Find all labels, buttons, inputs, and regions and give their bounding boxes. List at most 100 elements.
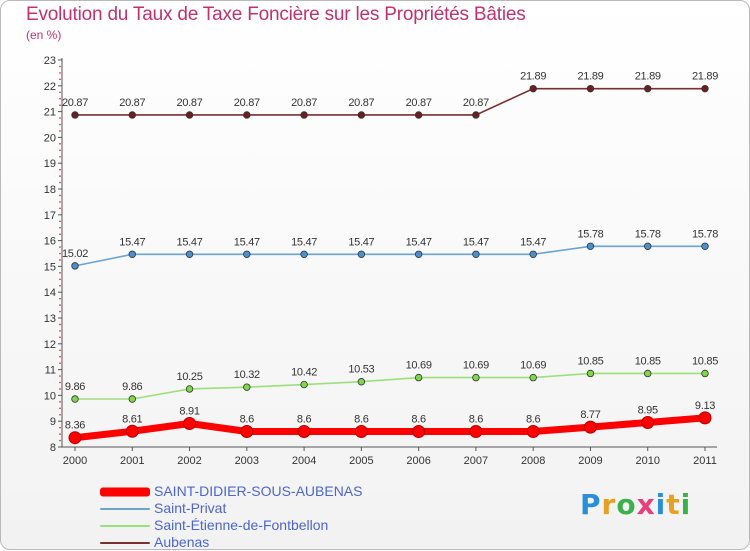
data-label-saint-privat: 15.47 [348,236,374,248]
logo-letter: P [580,488,602,521]
data-point-saint-etienne-de-fontbellon [529,373,537,382]
y-minor-tick [59,175,61,177]
logo-letter: x [636,488,656,521]
y-tick-label: 21 [44,107,56,119]
y-minor-tick [59,97,61,100]
y-minor-tick [59,78,61,81]
y-minor-tick [59,91,61,94]
data-label-saint-didier-sous-aubenas: 8.61 [122,413,142,425]
x-tick-label: 2009 [578,455,602,467]
data-label-aubenas: 20.87 [177,97,203,109]
data-point-saint-privat [300,250,308,258]
y-minor-tick [59,362,61,364]
data-point-aubenas [586,84,595,93]
y-tick-label: 20 [44,132,56,144]
y-tick-label: 23 [44,55,56,67]
y-tick-label: 9 [50,416,56,428]
data-point-aubenas [701,84,709,93]
data-label-saint-etienne-de-fontbellon: 10.32 [234,369,260,381]
data-label-saint-etienne-de-fontbellon: 10.42 [291,367,317,379]
data-point-aubenas [185,111,194,119]
y-tick-label: 18 [44,184,56,196]
y-minor-tick [59,246,61,248]
data-label-saint-privat: 15.78 [635,228,661,240]
data-point-saint-privat [529,250,537,258]
data-point-aubenas [357,111,366,119]
data-point-saint-etienne-de-fontbellon [357,378,366,386]
data-point-aubenas [414,111,423,119]
data-label-saint-etienne-de-fontbellon: 10.53 [348,364,374,376]
y-minor-tick [59,117,61,119]
data-label-aubenas: 21.89 [635,71,661,83]
data-label-saint-etienne-de-fontbellon: 10.85 [635,355,661,367]
x-tick-label: 2007 [464,455,488,467]
y-minor-tick [59,426,61,429]
legend-swatch [100,524,150,527]
data-point-saint-didier-sous-aubenas [583,420,597,434]
y-minor-tick [59,355,61,358]
data-point-saint-didier-sous-aubenas [240,425,254,439]
data-point-aubenas [472,111,480,119]
legend-swatch [100,507,150,510]
data-point-saint-didier-sous-aubenas [125,424,139,438]
data-point-saint-etienne-de-fontbellon [243,383,251,391]
y-tick-label: 22 [44,81,56,93]
data-point-saint-etienne-de-fontbellon [701,369,709,378]
data-label-saint-didier-sous-aubenas: 8.6 [411,414,426,426]
logo-letter: i [680,488,692,521]
series-line-saint-privat [74,245,705,267]
y-minor-tick [59,375,61,377]
data-label-saint-privat: 15.47 [406,236,432,248]
logo-letter: r [601,488,617,521]
x-tick-label: 2002 [177,455,201,467]
y-minor-tick [59,439,61,442]
y-minor-tick [59,65,61,68]
data-point-saint-etienne-de-fontbellon [185,385,194,393]
y-minor-tick [59,336,61,339]
x-tick-label: 2005 [349,455,373,467]
data-label-saint-didier-sous-aubenas: 8.6 [526,414,541,426]
data-point-saint-didier-sous-aubenas [469,425,483,439]
y-minor-tick [59,201,61,203]
data-point-saint-etienne-de-fontbellon [414,373,423,382]
data-label-saint-etienne-de-fontbellon: 9.86 [122,381,142,393]
data-label-saint-privat: 15.47 [520,236,546,248]
data-label-saint-privat: 15.78 [577,228,603,240]
y-minor-tick [59,155,61,158]
data-point-aubenas [243,111,251,119]
data-label-saint-didier-sous-aubenas: 9.13 [695,400,715,412]
data-label-saint-etienne-de-fontbellon: 9.86 [65,381,85,393]
data-label-saint-didier-sous-aubenas: 8.95 [638,404,658,416]
x-tick-label: 2011 [693,455,717,467]
y-tick-label: 8 [50,442,56,454]
data-point-saint-privat [586,242,595,250]
data-point-saint-didier-sous-aubenas [526,425,540,439]
data-label-saint-privat: 15.47 [463,236,489,248]
y-minor-tick [59,272,61,274]
y-minor-tick [59,207,61,210]
y-minor-tick [59,278,61,281]
data-point-saint-privat [71,262,79,270]
data-label-saint-didier-sous-aubenas: 8.6 [469,414,484,426]
data-point-saint-didier-sous-aubenas [698,411,712,425]
y-minor-tick [59,284,61,287]
y-minor-tick [59,252,61,255]
data-point-saint-didier-sous-aubenas [412,425,426,439]
data-point-saint-etienne-de-fontbellon [644,369,652,378]
data-point-saint-privat [357,250,366,258]
series-line-saint-didier-sous-aubenas [74,414,706,442]
unit-label: (en %) [26,28,62,42]
y-tick-label: 15 [44,261,56,273]
data-label-aubenas: 20.87 [62,97,88,109]
y-minor-tick [59,220,61,223]
legend-label: Aubenas [154,534,210,550]
data-label-saint-privat: 15.78 [692,228,718,240]
data-point-saint-privat [128,250,136,258]
data-point-saint-etienne-de-fontbellon [300,380,308,389]
y-minor-tick [59,401,61,403]
data-label-saint-etienne-de-fontbellon: 10.69 [463,360,489,372]
legend-label: SAINT-DIDIER-SOUS-AUBENAS [154,483,363,499]
y-tick-label: 13 [44,313,56,325]
proxiti-logo: Proxiti [580,488,691,521]
